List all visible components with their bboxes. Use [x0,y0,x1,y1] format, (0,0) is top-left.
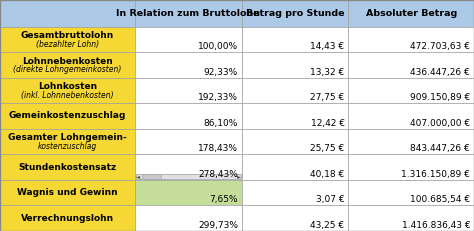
Text: Lohnnebenkosten: Lohnnebenkosten [22,57,113,66]
Text: 472.703,63 €: 472.703,63 € [410,42,470,51]
Bar [135,52,242,78]
Bar [135,78,242,103]
Text: 1.416.836,43 €: 1.416.836,43 € [401,221,470,230]
Bar [242,154,348,180]
Text: ►: ► [237,174,241,179]
Bar [135,205,242,231]
Text: 12,42 €: 12,42 € [310,119,345,128]
Bar [135,103,242,129]
Bar [135,0,242,27]
Text: 407.000,00 €: 407.000,00 € [410,119,470,128]
Text: Gesamter Lohngemein-: Gesamter Lohngemein- [8,133,127,142]
Text: Stundenkostensatz: Stundenkostensatz [18,163,117,172]
Text: ◄: ◄ [136,174,140,179]
Bar [0,129,135,154]
Text: Gesamtbruttolohn: Gesamtbruttolohn [21,31,114,40]
Bar [348,27,474,52]
Text: 100,00%: 100,00% [198,42,238,51]
Bar [135,27,242,52]
Bar [0,27,135,52]
Bar [242,0,348,27]
Bar [242,103,348,129]
Bar [348,103,474,129]
Text: 1.316.150,89 €: 1.316.150,89 € [401,170,470,179]
Bar [348,205,474,231]
Bar [348,154,474,180]
Bar [135,180,242,205]
Bar [135,129,242,154]
Text: 43,25 €: 43,25 € [310,221,345,230]
Text: 436.447,26 €: 436.447,26 € [410,67,470,76]
Text: 178,43%: 178,43% [198,144,238,153]
Bar [0,78,135,103]
Bar [348,0,474,27]
Text: Verrechnungslohn: Verrechnungslohn [21,214,114,223]
Text: In Relation zum Bruttolohn: In Relation zum Bruttolohn [117,9,260,18]
Text: Betrag pro Stunde: Betrag pro Stunde [246,9,344,18]
Bar [348,129,474,154]
Bar [142,174,161,179]
Bar [0,154,135,180]
Text: 278,43%: 278,43% [198,170,238,179]
Bar [0,205,135,231]
Text: Gemeinkostenzuschlag: Gemeinkostenzuschlag [9,112,126,121]
Bar [242,78,348,103]
Bar [0,0,135,27]
Bar [136,174,241,179]
Bar [0,103,135,129]
Bar [348,78,474,103]
Bar [242,205,348,231]
Text: (inkl. Lohnnebenkosten): (inkl. Lohnnebenkosten) [21,91,114,100]
Bar [242,52,348,78]
Bar [242,180,348,205]
Text: 299,73%: 299,73% [198,221,238,230]
Bar [0,52,135,78]
Text: Absoluter Betrag: Absoluter Betrag [365,9,457,18]
Bar [242,129,348,154]
Text: Lohnkosten: Lohnkosten [38,82,97,91]
Bar [0,180,135,205]
Text: 27,75 €: 27,75 € [310,93,345,102]
Bar [135,154,242,180]
Text: 100.685,54 €: 100.685,54 € [410,195,470,204]
Bar [348,52,474,78]
Text: (direkte Lohngemeinkosten): (direkte Lohngemeinkosten) [13,66,122,75]
Bar [348,180,474,205]
Text: Wagnis und Gewinn: Wagnis und Gewinn [17,188,118,197]
Text: 14,43 €: 14,43 € [310,42,345,51]
Text: 7,65%: 7,65% [210,195,238,204]
Text: 909.150,89 €: 909.150,89 € [410,93,470,102]
Text: kostenzuschlag: kostenzuschlag [38,142,97,151]
Text: 843.447,26 €: 843.447,26 € [410,144,470,153]
Text: 3,07 €: 3,07 € [316,195,345,204]
Text: (bezahlter Lohn): (bezahlter Lohn) [36,40,99,49]
Text: 25,75 €: 25,75 € [310,144,345,153]
Text: 86,10%: 86,10% [203,119,238,128]
Bar [242,27,348,52]
Text: 92,33%: 92,33% [204,67,238,76]
Text: 13,32 €: 13,32 € [310,67,345,76]
Text: 192,33%: 192,33% [198,93,238,102]
Text: 40,18 €: 40,18 € [310,170,345,179]
